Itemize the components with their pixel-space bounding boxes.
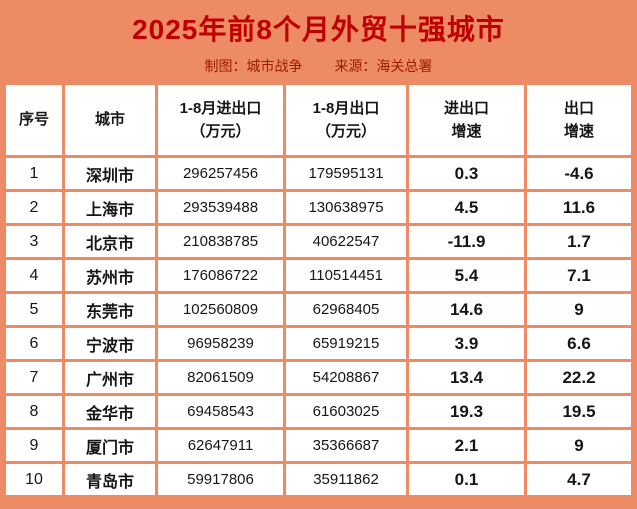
total-cell: 296257456 xyxy=(158,158,283,189)
export-cell: 61603025 xyxy=(286,396,406,427)
city-cell: 广州市 xyxy=(65,362,155,393)
table-header-row: 序号 城市 1-8月进出口 （万元） 1-8月出口 （万元） 进出口 增速 出口… xyxy=(6,85,631,155)
rank-cell: 7 xyxy=(6,362,62,393)
total-cell: 62647911 xyxy=(158,430,283,461)
export-cell: 40622547 xyxy=(286,226,406,257)
rank-cell: 8 xyxy=(6,396,62,427)
credit-text: 制图：城市战争 xyxy=(204,58,303,74)
total-cell: 210838785 xyxy=(158,226,283,257)
export-growth-cell: 7.1 xyxy=(527,260,631,291)
export-cell: 62968405 xyxy=(286,294,406,325)
export-cell: 110514451 xyxy=(286,260,406,291)
total-growth-cell: 13.4 xyxy=(409,362,524,393)
export-growth-cell: 11.6 xyxy=(527,192,631,223)
city-cell: 上海市 xyxy=(65,192,155,223)
city-cell: 深圳市 xyxy=(65,158,155,189)
table-row: 9 厦门市 62647911 35366687 2.1 9 xyxy=(6,430,631,461)
export-growth-cell: -4.6 xyxy=(527,158,631,189)
total-growth-cell: 0.3 xyxy=(409,158,524,189)
col-header-total: 1-8月进出口 （万元） xyxy=(158,85,283,155)
total-growth-cell: 0.1 xyxy=(409,464,524,495)
export-cell: 35911862 xyxy=(286,464,406,495)
col-header-total-growth: 进出口 增速 xyxy=(409,85,524,155)
rank-cell: 10 xyxy=(6,464,62,495)
total-cell: 59917806 xyxy=(158,464,283,495)
total-cell: 82061509 xyxy=(158,362,283,393)
total-growth-cell: 5.4 xyxy=(409,260,524,291)
source-text: 来源：海关总署 xyxy=(334,58,433,74)
export-cell: 130638975 xyxy=(286,192,406,223)
export-growth-cell: 9 xyxy=(527,294,631,325)
total-growth-cell: 3.9 xyxy=(409,328,524,359)
total-growth-cell: 4.5 xyxy=(409,192,524,223)
trade-table: 序号 城市 1-8月进出口 （万元） 1-8月出口 （万元） 进出口 增速 出口… xyxy=(3,82,634,498)
rank-cell: 1 xyxy=(6,158,62,189)
export-growth-cell: 1.7 xyxy=(527,226,631,257)
total-cell: 102560809 xyxy=(158,294,283,325)
table-row: 4 苏州市 176086722 110514451 5.4 7.1 xyxy=(6,260,631,291)
export-cell: 35366687 xyxy=(286,430,406,461)
city-cell: 宁波市 xyxy=(65,328,155,359)
export-cell: 179595131 xyxy=(286,158,406,189)
city-cell: 金华市 xyxy=(65,396,155,427)
total-cell: 69458543 xyxy=(158,396,283,427)
export-cell: 54208867 xyxy=(286,362,406,393)
city-cell: 北京市 xyxy=(65,226,155,257)
city-cell: 东莞市 xyxy=(65,294,155,325)
total-cell: 176086722 xyxy=(158,260,283,291)
table-row: 2 上海市 293539488 130638975 4.5 11.6 xyxy=(6,192,631,223)
rank-cell: 3 xyxy=(6,226,62,257)
table-row: 6 宁波市 96958239 65919215 3.9 6.6 xyxy=(6,328,631,359)
city-cell: 青岛市 xyxy=(65,464,155,495)
export-growth-cell: 6.6 xyxy=(527,328,631,359)
city-cell: 苏州市 xyxy=(65,260,155,291)
col-header-export-growth: 出口 增速 xyxy=(527,85,631,155)
total-growth-cell: 14.6 xyxy=(409,294,524,325)
col-header-city: 城市 xyxy=(65,85,155,155)
total-growth-cell: -11.9 xyxy=(409,226,524,257)
total-cell: 293539488 xyxy=(158,192,283,223)
rank-cell: 2 xyxy=(6,192,62,223)
table-row: 3 北京市 210838785 40622547 -11.9 1.7 xyxy=(6,226,631,257)
total-cell: 96958239 xyxy=(158,328,283,359)
export-cell: 65919215 xyxy=(286,328,406,359)
col-header-rank: 序号 xyxy=(6,85,62,155)
rank-cell: 9 xyxy=(6,430,62,461)
export-growth-cell: 22.2 xyxy=(527,362,631,393)
rank-cell: 6 xyxy=(6,328,62,359)
table-row: 10 青岛市 59917806 35911862 0.1 4.7 xyxy=(6,464,631,495)
page-title: 2025年前8个月外贸十强城市 xyxy=(132,14,505,45)
total-growth-cell: 2.1 xyxy=(409,430,524,461)
table-row: 1 深圳市 296257456 179595131 0.3 -4.6 xyxy=(6,158,631,189)
total-growth-cell: 19.3 xyxy=(409,396,524,427)
header: 2025年前8个月外贸十强城市 制图：城市战争 来源：海关总署 xyxy=(3,0,634,76)
export-growth-cell: 4.7 xyxy=(527,464,631,495)
export-growth-cell: 9 xyxy=(527,430,631,461)
city-cell: 厦门市 xyxy=(65,430,155,461)
table-row: 8 金华市 69458543 61603025 19.3 19.5 xyxy=(6,396,631,427)
rank-cell: 4 xyxy=(6,260,62,291)
table-row: 5 东莞市 102560809 62968405 14.6 9 xyxy=(6,294,631,325)
export-growth-cell: 19.5 xyxy=(527,396,631,427)
table-row: 7 广州市 82061509 54208867 13.4 22.2 xyxy=(6,362,631,393)
rank-cell: 5 xyxy=(6,294,62,325)
col-header-export: 1-8月出口 （万元） xyxy=(286,85,406,155)
subtitle: 制图：城市战争 来源：海关总署 xyxy=(3,56,634,76)
